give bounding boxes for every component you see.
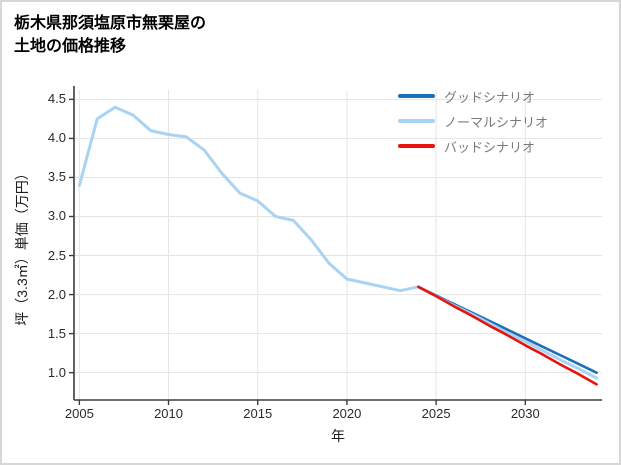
y-tick-label: 4.0	[47, 130, 66, 146]
legend-label: グッドシナリオ	[444, 89, 536, 105]
series-line	[77, 105, 599, 380]
y-tick-label: 3.5	[47, 169, 66, 185]
y-tick-label: 2.0	[47, 286, 66, 302]
legend-swatch	[398, 94, 435, 98]
legend-item: ノーマルシナリオ	[398, 113, 549, 130]
legend-swatch	[398, 119, 435, 123]
y-tick-label: 1.0	[47, 364, 66, 380]
series-line	[416, 285, 598, 386]
chart-title-line-2: 土地の価格推移	[14, 38, 127, 55]
x-tick-label: 2005	[64, 406, 94, 421]
x-tick-label: 2025	[421, 406, 451, 421]
legend: グッドシナリオ ノーマルシナリオ バッドシナリオ	[398, 88, 548, 163]
chart-title-line-1: 栃木県那須塩原市無栗屋の	[14, 15, 207, 32]
x-axis-label: 年	[331, 428, 345, 444]
x-tick-label: 2015	[243, 406, 273, 421]
legend-item: バッドシナリオ	[398, 138, 548, 155]
x-tick-label: 2020	[332, 406, 362, 421]
x-tick-label: 2010	[154, 406, 183, 421]
y-tick-label: 1.5	[47, 325, 66, 341]
y-axis-label: 坪（3.3㎡）単価（万円）	[14, 166, 30, 326]
y-tick-label: 2.5	[47, 247, 66, 263]
legend-label: ノーマルシナリオ	[444, 114, 549, 130]
legend-label: バッドシナリオ	[444, 139, 536, 155]
y-tick-label: 4.5	[47, 91, 66, 107]
legend-swatch	[398, 144, 435, 148]
y-tick-label: 3.0	[47, 208, 66, 224]
legend-item: グッドシナリオ	[398, 88, 548, 105]
x-tick-label: 2030	[510, 406, 540, 421]
